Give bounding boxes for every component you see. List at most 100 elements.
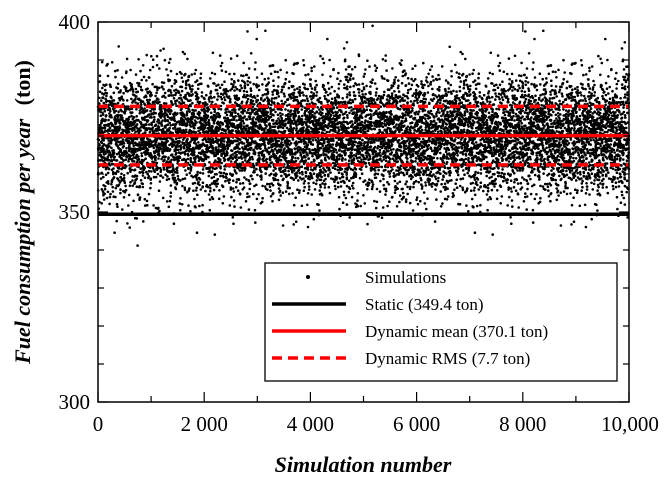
scatter-point [307, 157, 311, 160]
scatter-point [324, 170, 328, 173]
scatter-point [166, 175, 169, 178]
scatter-point [143, 166, 146, 170]
scatter-point [134, 101, 137, 104]
scatter-point [185, 97, 188, 101]
scatter-point [243, 151, 247, 154]
scatter-point [234, 111, 237, 114]
scatter-point [139, 85, 143, 89]
scatter-point [265, 157, 269, 161]
scatter-point [135, 177, 138, 181]
scatter-point [356, 204, 360, 208]
scatter-point [126, 121, 130, 124]
scatter-point [98, 80, 102, 83]
scatter-point [242, 186, 246, 189]
scatter-point [284, 58, 288, 62]
scatter-point [109, 85, 112, 88]
scatter-point [238, 162, 242, 166]
scatter-point [253, 184, 256, 188]
scatter-point [188, 163, 192, 167]
scatter-point [241, 79, 244, 83]
scatter-point [162, 87, 165, 91]
scatter-point [205, 144, 209, 147]
scatter-point [111, 170, 115, 174]
scatter-point [254, 117, 258, 121]
scatter-point [358, 118, 361, 122]
scatter-point [173, 170, 177, 174]
scatter-point [245, 128, 248, 132]
scatter-point [222, 143, 226, 146]
scatter-point [112, 99, 116, 102]
scatter-point [117, 110, 120, 113]
scatter-point [295, 95, 299, 99]
scatter-point [208, 161, 211, 164]
scatter-point [192, 114, 195, 117]
scatter-point [217, 95, 220, 98]
scatter-point [203, 126, 207, 129]
scatter-point [297, 110, 301, 114]
scatter-point [269, 150, 272, 154]
scatter-point [175, 104, 178, 107]
scatter-point [171, 131, 174, 135]
scatter-point [321, 57, 325, 61]
scatter-point [201, 172, 205, 175]
scatter-point [155, 63, 159, 67]
scatter-point [353, 111, 356, 114]
scatter-point [126, 171, 129, 175]
scatter-point [223, 152, 227, 156]
scatter-point [263, 144, 267, 148]
scatter-point [179, 146, 183, 149]
scatter-point [245, 178, 248, 181]
scatter-point [115, 219, 118, 223]
scatter-point [229, 97, 232, 101]
scatter-point [182, 120, 186, 124]
scatter-point [171, 164, 174, 168]
scatter-point [342, 116, 346, 120]
scatter-point [360, 116, 364, 119]
scatter-point [111, 185, 114, 189]
scatter-point [266, 90, 270, 94]
scatter-point [223, 158, 227, 161]
scatter-point [168, 78, 172, 82]
scatter-point [206, 103, 209, 106]
scatter-point [179, 128, 182, 132]
scatter-point [212, 175, 216, 179]
scatter-point [132, 199, 135, 203]
scatter-point [217, 112, 221, 116]
scatter-point [148, 113, 151, 116]
scatter-point [353, 65, 357, 69]
scatter-point [174, 179, 177, 182]
scatter-point [282, 92, 286, 95]
scatter-point [139, 69, 142, 73]
scatter-point [170, 101, 173, 104]
scatter-point [279, 158, 283, 162]
scatter-point [182, 129, 186, 133]
scatter-point [317, 130, 321, 134]
scatter-point [239, 104, 242, 108]
scatter-point [230, 118, 234, 122]
scatter-point [147, 76, 151, 79]
scatter-point [116, 101, 120, 105]
scatter-point [166, 74, 170, 77]
scatter-point [331, 143, 335, 146]
scatter-point [265, 167, 268, 171]
scatter-point [271, 90, 274, 94]
scatter-point [360, 158, 363, 162]
scatter-point [337, 128, 341, 132]
scatter-point [99, 124, 102, 128]
scatter-point [219, 104, 223, 108]
scatter-point [206, 114, 210, 118]
scatter-point [216, 141, 219, 145]
scatter-point [161, 119, 164, 122]
scatter-point [352, 84, 356, 88]
scatter-point [146, 119, 150, 122]
scatter-point [221, 202, 225, 205]
scatter-point [151, 65, 155, 69]
scatter-point [279, 125, 283, 129]
scatter-point [187, 167, 190, 171]
scatter-point [345, 173, 349, 176]
scatter-point [269, 195, 273, 198]
scatter-point [172, 222, 176, 225]
scatter-point [231, 157, 234, 160]
scatter-point [197, 96, 200, 99]
scatter-point [113, 231, 116, 234]
